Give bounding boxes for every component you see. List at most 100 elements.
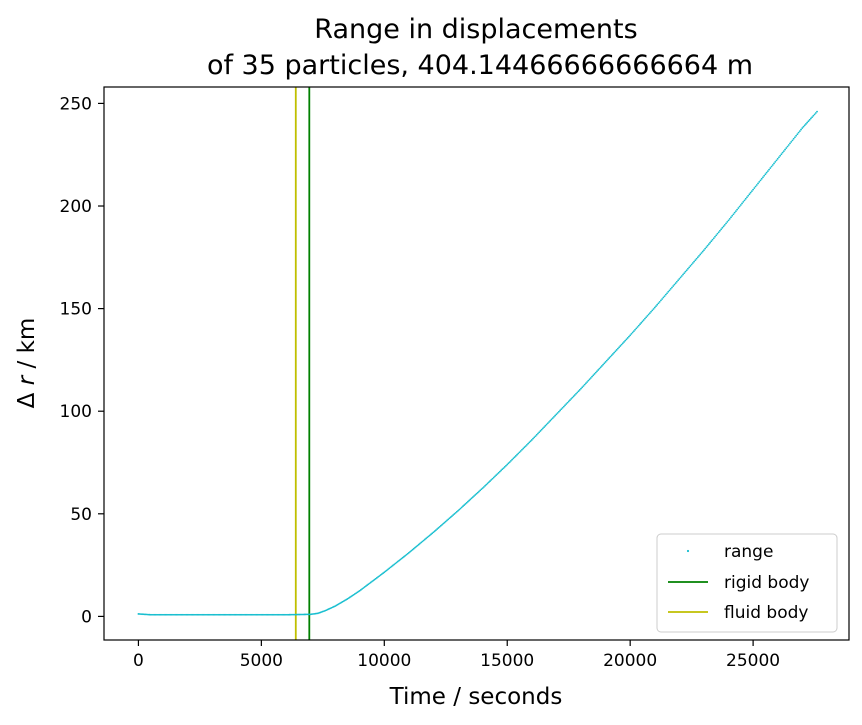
data-point [585, 382, 587, 385]
data-point [185, 613, 188, 616]
data-point [395, 561, 398, 564]
data-point [626, 337, 629, 339]
data-point [722, 225, 725, 228]
data-point [737, 207, 740, 209]
data-point [768, 168, 770, 171]
data-point [685, 269, 688, 272]
data-point [668, 289, 671, 292]
data-point [513, 456, 516, 459]
data-point [500, 469, 502, 472]
data-point [419, 542, 421, 545]
data-point [581, 386, 584, 389]
data-point [674, 282, 677, 285]
data-point [490, 479, 493, 481]
data-point [721, 226, 724, 229]
data-point [779, 154, 782, 157]
data-point [572, 395, 575, 398]
data-point [790, 140, 793, 143]
data-point [747, 194, 750, 197]
data-point [801, 127, 804, 129]
data-point [641, 320, 644, 323]
data-point [173, 613, 175, 616]
data-point [594, 371, 597, 374]
data-point [197, 613, 200, 616]
data-point [427, 535, 430, 538]
data-point [682, 273, 684, 276]
x-axis-label: Time / seconds [389, 684, 563, 710]
data-point [486, 482, 489, 485]
data-point [495, 474, 498, 477]
data-point [741, 202, 743, 205]
data-point [428, 534, 431, 537]
data-point [417, 543, 420, 546]
data-point [447, 518, 450, 521]
data-point [202, 613, 205, 616]
data-point [221, 613, 223, 616]
y-tick-label: 50 [70, 505, 92, 525]
data-point [712, 237, 715, 240]
data-point [786, 145, 789, 148]
data-point [602, 363, 605, 366]
data-point [390, 565, 393, 568]
data-point [567, 400, 570, 403]
data-point [373, 578, 376, 581]
data-point [235, 613, 238, 616]
data-point [789, 142, 791, 145]
data-point [512, 457, 515, 460]
data-point [706, 244, 709, 247]
data-point [218, 613, 221, 616]
data-point [759, 179, 762, 182]
data-point [743, 199, 746, 202]
data-point [776, 157, 779, 160]
data-point [163, 613, 166, 616]
data-point [464, 503, 467, 505]
data-point [689, 265, 692, 267]
data-point [377, 576, 380, 578]
data-point [475, 492, 478, 495]
data-point [736, 208, 739, 211]
data-point [604, 361, 607, 363]
data-point [791, 139, 794, 142]
data-point [798, 130, 801, 133]
data-point [469, 498, 472, 501]
y-tick-label: 150 [60, 300, 92, 320]
data-point [245, 613, 248, 616]
data-point [426, 536, 429, 539]
data-point [237, 613, 239, 616]
data-point [433, 530, 436, 533]
x-tick-label: 10000 [357, 651, 411, 671]
data-point [809, 117, 812, 120]
data-point [234, 613, 237, 616]
data-point [412, 547, 415, 550]
data-point [680, 275, 683, 277]
data-point [471, 496, 474, 499]
data-point [162, 613, 164, 616]
data-point [663, 295, 666, 297]
chart-title-line-2: of 35 particles, 404.14466666666664 m [207, 50, 753, 81]
data-point [382, 572, 384, 575]
data-point [160, 613, 163, 616]
data-point [164, 613, 167, 616]
data-point [529, 440, 532, 443]
data-point [551, 417, 554, 420]
data-point [623, 341, 625, 343]
legend: range rigid body fluid body [656, 533, 838, 633]
data-point [250, 613, 253, 616]
data-point [560, 408, 563, 411]
data-point [781, 151, 784, 154]
data-point [415, 545, 418, 548]
data-point [414, 546, 416, 549]
data-point [535, 433, 538, 436]
data-point [583, 383, 586, 386]
data-point [214, 613, 217, 616]
data-point [684, 270, 687, 273]
data-point [405, 553, 408, 556]
data-point [389, 566, 392, 569]
data-point [244, 613, 247, 616]
data-point [677, 279, 680, 282]
data-point [694, 259, 697, 262]
data-point [217, 613, 220, 616]
data-point [487, 481, 490, 484]
data-point [174, 613, 177, 616]
data-point [466, 500, 469, 503]
